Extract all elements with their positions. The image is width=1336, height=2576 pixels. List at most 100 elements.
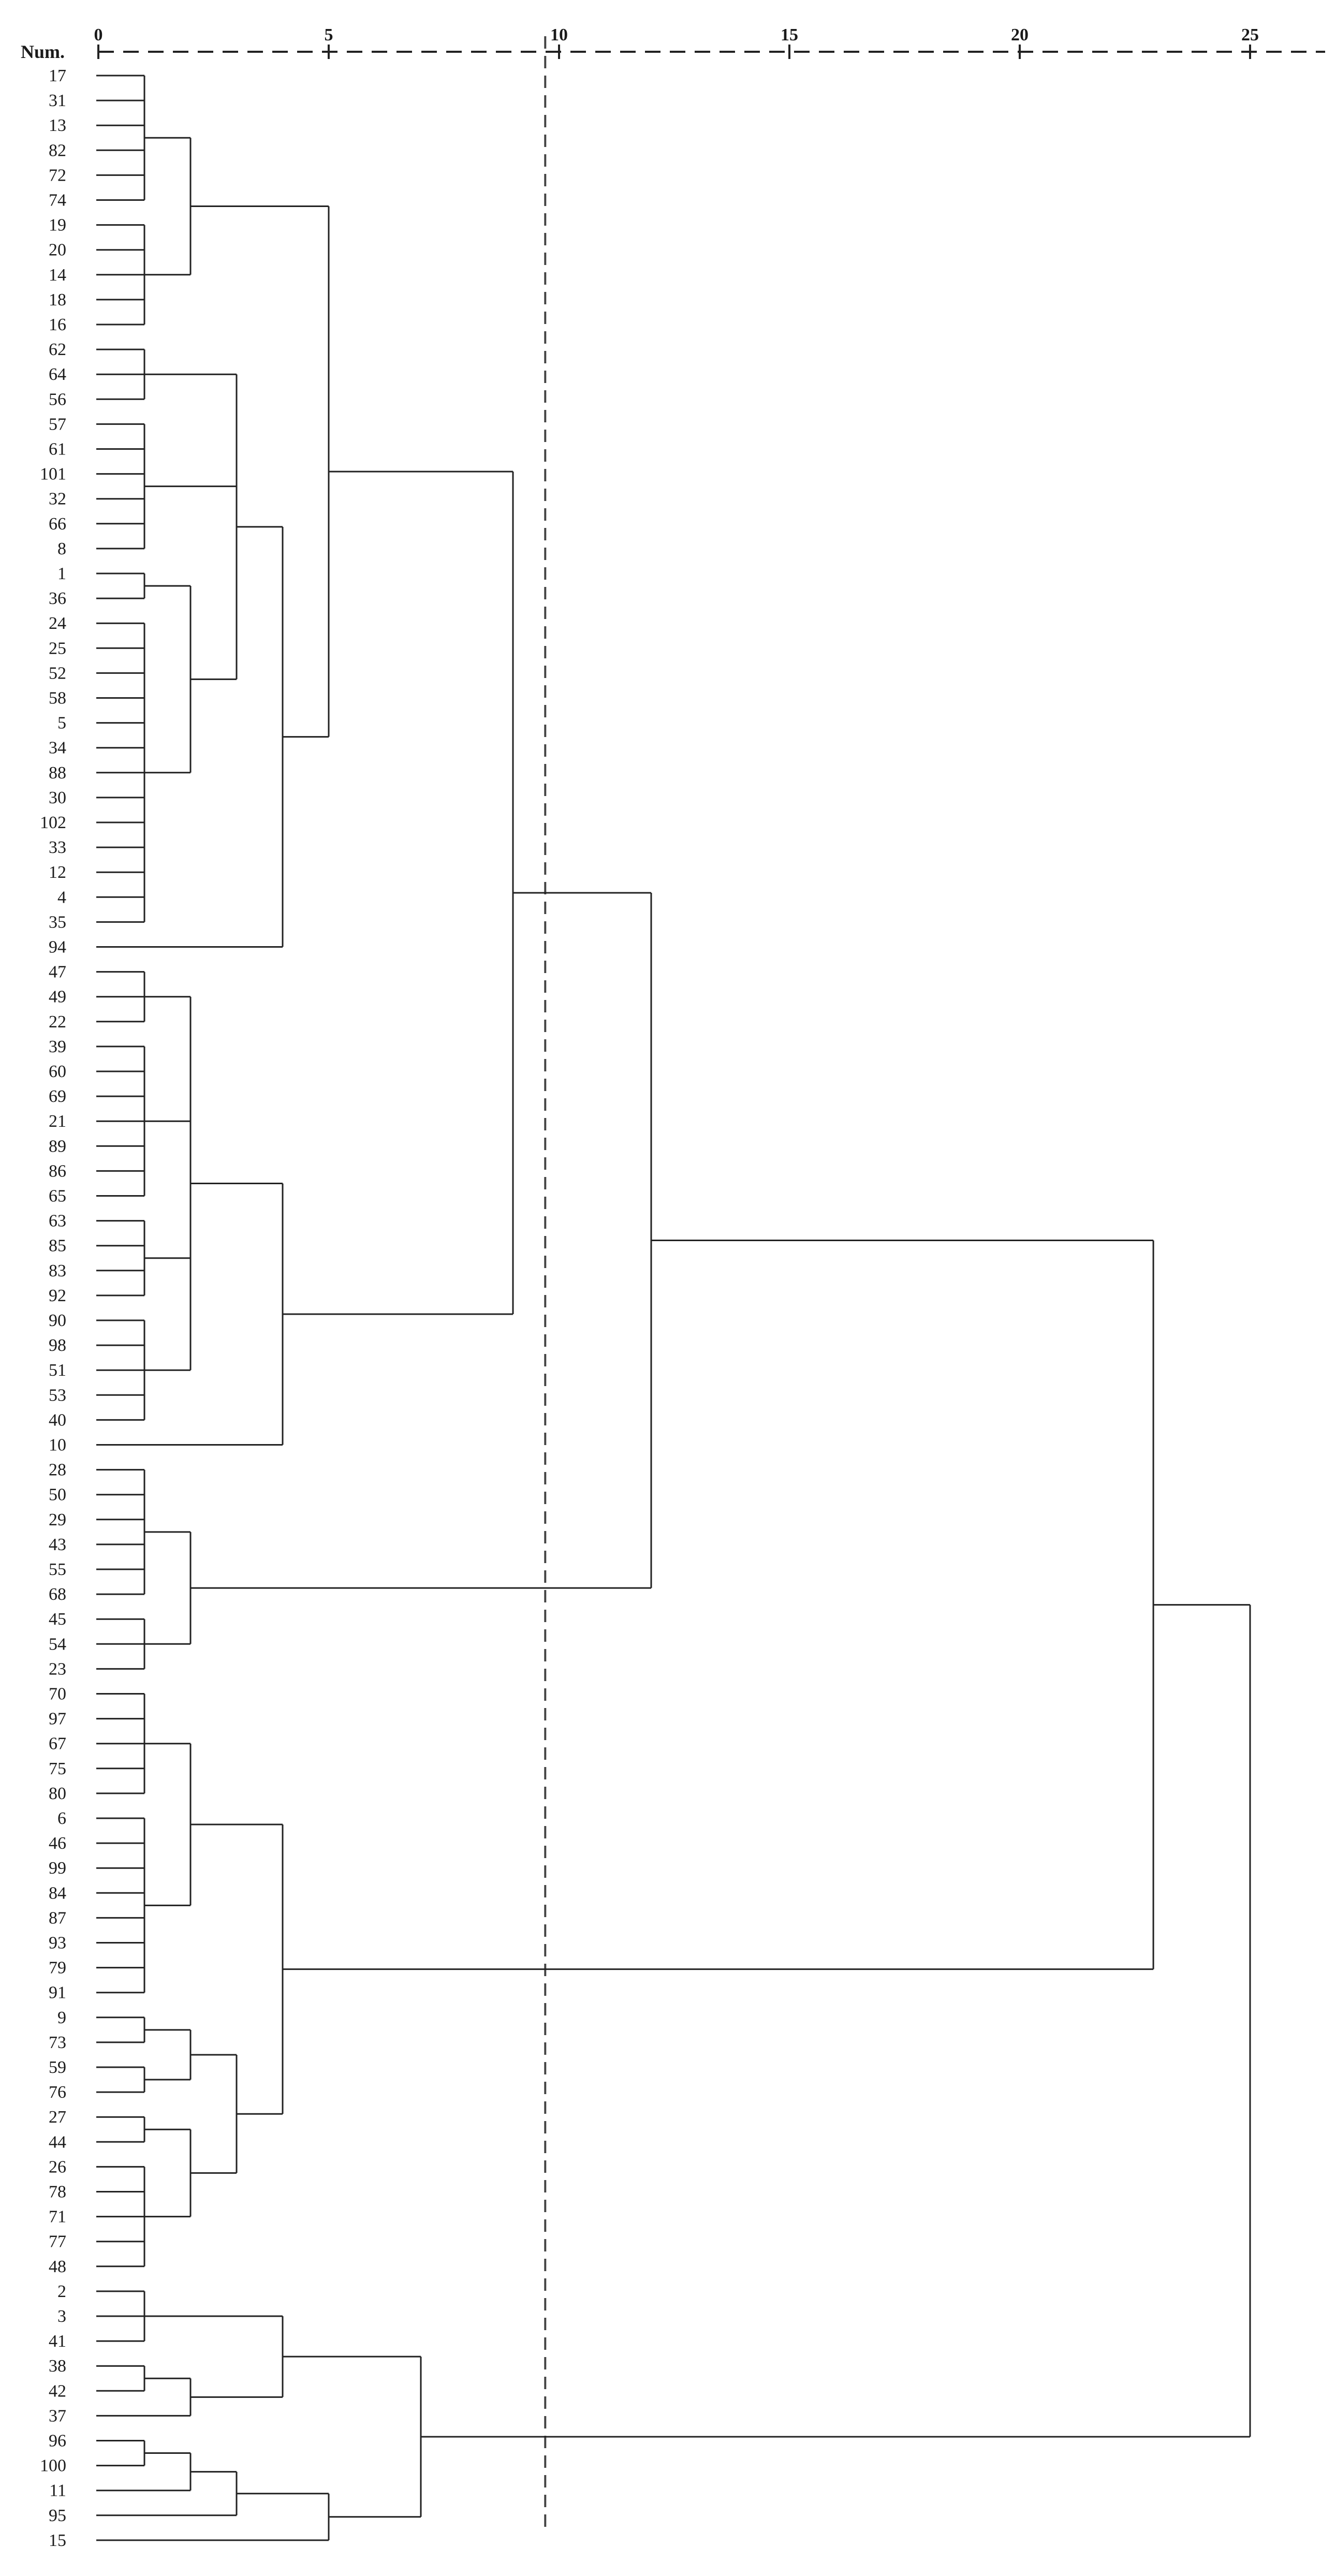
leaf-label-37: 37	[49, 2406, 66, 2425]
leaf-label-13: 13	[49, 116, 66, 135]
leaf-label-21: 21	[49, 1112, 66, 1131]
leaf-label-64: 64	[49, 365, 66, 384]
leaf-label-55: 55	[49, 1560, 66, 1579]
leaf-label-39: 39	[49, 1037, 66, 1056]
leaf-label-10: 10	[49, 1436, 66, 1455]
leaf-label-15: 15	[49, 2531, 66, 2550]
leaf-label-51: 51	[49, 1361, 66, 1380]
leaf-label-71: 71	[49, 2207, 66, 2227]
leaf-label-62: 62	[49, 340, 66, 359]
leaf-label-30: 30	[49, 788, 66, 807]
leaf-label-63: 63	[49, 1212, 66, 1231]
leaf-label-48: 48	[49, 2257, 66, 2276]
leaf-label-97: 97	[49, 1710, 66, 1729]
leaf-label-73: 73	[49, 2033, 66, 2052]
leaf-label-12: 12	[49, 863, 66, 882]
leaf-label-80: 80	[49, 1784, 66, 1803]
dendrogram-tree	[96, 75, 1251, 2541]
leaf-label-95: 95	[49, 2506, 66, 2525]
leaf-label-92: 92	[49, 1286, 66, 1305]
leaf-label-61: 61	[49, 440, 66, 459]
leaf-label-56: 56	[49, 390, 66, 409]
leaf-label-1: 1	[57, 564, 66, 583]
leaf-label-72: 72	[49, 166, 66, 185]
leaf-label-96: 96	[49, 2432, 66, 2451]
leaf-label-66: 66	[49, 514, 66, 534]
leaf-label-74: 74	[49, 191, 66, 210]
leaf-label-29: 29	[49, 1510, 66, 1529]
leaf-label-75: 75	[49, 1759, 66, 1778]
leaf-label-100: 100	[40, 2456, 66, 2476]
leaf-label-45: 45	[49, 1610, 66, 1629]
leaf-label-69: 69	[49, 1087, 66, 1106]
tick-label-0: 0	[94, 25, 103, 45]
leaf-label-83: 83	[49, 1261, 66, 1280]
leaf-label-3: 3	[57, 2307, 66, 2326]
leaf-label-52: 52	[49, 664, 66, 683]
leaf-label-47: 47	[49, 963, 66, 982]
leaf-label-28: 28	[49, 1461, 66, 1480]
leaf-label-59: 59	[49, 2058, 66, 2077]
leaf-label-91: 91	[49, 1983, 66, 2003]
leaf-label-101: 101	[40, 465, 66, 484]
leaf-label-76: 76	[49, 2083, 66, 2102]
leaf-label-8: 8	[57, 539, 66, 558]
leaf-label-54: 54	[49, 1635, 66, 1654]
leaf-label-50: 50	[49, 1485, 66, 1505]
leaf-label-78: 78	[49, 2183, 66, 2202]
tick-label-25: 25	[1241, 25, 1259, 45]
leaf-label-94: 94	[49, 938, 66, 957]
leaf-label-34: 34	[49, 739, 66, 758]
leaf-label-58: 58	[49, 689, 66, 708]
leaf-label-85: 85	[49, 1237, 66, 1256]
leaf-label-25: 25	[49, 639, 66, 658]
leaf-label-26: 26	[49, 2157, 66, 2176]
leaf-label-11: 11	[49, 2481, 66, 2500]
distance-axis: Num. 0 5 10 15 20 25	[21, 25, 1325, 62]
leaf-label-40: 40	[49, 1410, 66, 1430]
leaf-label-4: 4	[57, 888, 66, 907]
leaf-label-36: 36	[49, 589, 66, 608]
leaf-label-44: 44	[49, 2132, 66, 2152]
leaf-label-49: 49	[49, 988, 66, 1007]
tick-label-20: 20	[1011, 25, 1029, 45]
tick-label-10: 10	[550, 25, 568, 45]
leaf-label-53: 53	[49, 1386, 66, 1405]
leaf-label-38: 38	[49, 2357, 66, 2376]
axis-title: Num.	[21, 41, 65, 62]
leaf-label-20: 20	[49, 241, 66, 260]
leaf-label-24: 24	[49, 614, 66, 633]
leaf-label-98: 98	[49, 1336, 66, 1355]
leaf-label-79: 79	[49, 1959, 66, 1978]
leaf-label-42: 42	[49, 2381, 66, 2401]
leaf-label-86: 86	[49, 1161, 66, 1181]
leaf-label-43: 43	[49, 1535, 66, 1554]
leaf-label-67: 67	[49, 1734, 66, 1754]
leaf-label-27: 27	[49, 2108, 66, 2127]
leaf-label-9: 9	[57, 2008, 66, 2027]
leaf-label-18: 18	[49, 290, 66, 310]
tick-label-15: 15	[781, 25, 798, 45]
leaf-label-5: 5	[57, 714, 66, 733]
leaf-label-84: 84	[49, 1883, 66, 1903]
leaf-label-68: 68	[49, 1585, 66, 1604]
leaf-label-14: 14	[49, 266, 66, 285]
leaf-label-90: 90	[49, 1311, 66, 1330]
leaf-label-17: 17	[49, 66, 66, 85]
tick-label-5: 5	[325, 25, 333, 45]
leaf-label-2: 2	[57, 2282, 66, 2301]
leaf-label-6: 6	[57, 1809, 66, 1828]
leaf-label-102: 102	[40, 813, 66, 832]
leaf-label-32: 32	[49, 490, 66, 509]
leaf-label-99: 99	[49, 1859, 66, 1878]
leaf-label-22: 22	[49, 1012, 66, 1032]
leaf-labels: 1731138272741920141816626456576110132668…	[40, 66, 66, 2550]
leaf-label-31: 31	[49, 91, 66, 110]
leaf-label-35: 35	[49, 912, 66, 932]
leaf-label-89: 89	[49, 1137, 66, 1156]
leaf-label-88: 88	[49, 763, 66, 783]
leaf-label-46: 46	[49, 1834, 66, 1853]
leaf-label-87: 87	[49, 1908, 66, 1927]
leaf-label-70: 70	[49, 1685, 66, 1704]
